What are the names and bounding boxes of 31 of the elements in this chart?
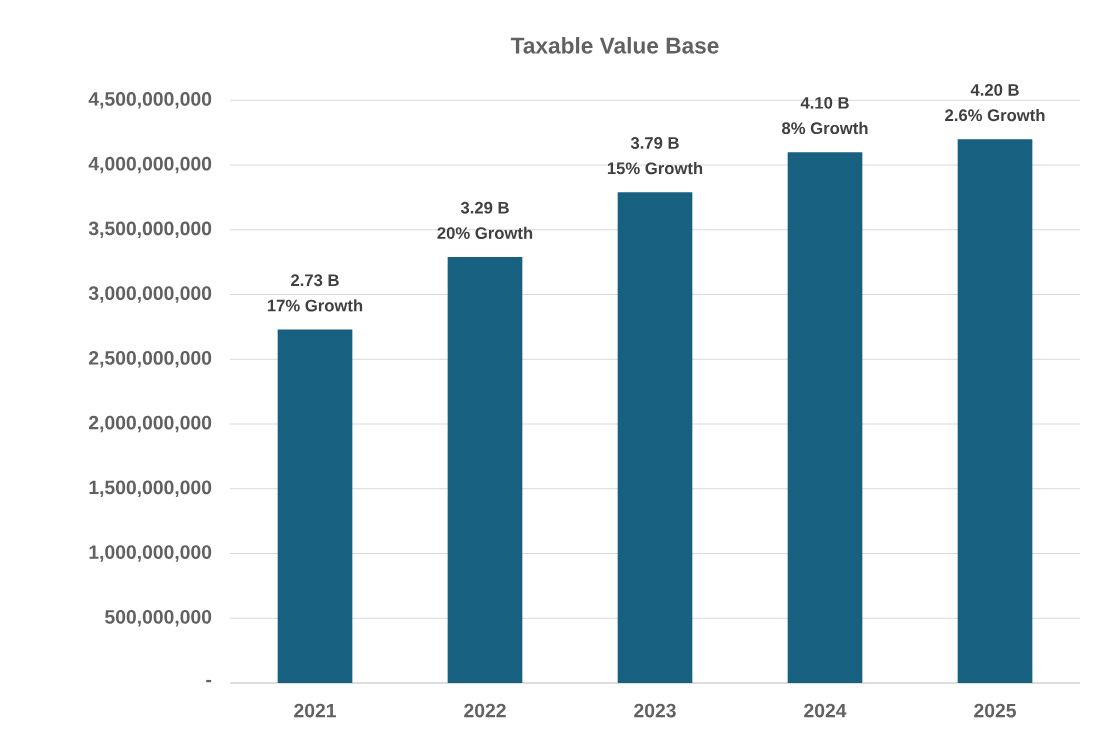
data-label: 4.20 B	[970, 84, 1019, 96]
annotation: 2.6% Growth	[945, 108, 1045, 122]
bar	[957, 139, 1033, 683]
y-tick-label: 4,500,000,000	[88, 92, 212, 109]
bar	[447, 257, 523, 683]
bar	[277, 329, 353, 683]
y-tick-label: 1,500,000,000	[89, 480, 212, 498]
data-label: 2.73 B	[291, 274, 339, 287]
y-tick-label: 2,000,000,000	[88, 415, 212, 433]
bar	[617, 192, 693, 683]
y-tick-label: 3,000,000,000	[88, 286, 212, 303]
y-tick-label: 3,500,000,000	[88, 221, 212, 239]
chart-title: Taxable Value Base	[510, 37, 719, 54]
x-tick-label: 2021	[294, 703, 336, 718]
y-tick-label: 1,000,000,000	[89, 545, 212, 562]
x-tick-label: 2025	[974, 703, 1016, 718]
x-tick-label: 2023	[634, 703, 676, 718]
annotation: 8% Growth	[782, 121, 868, 135]
annotation: 17% Growth	[267, 299, 363, 312]
x-tick-label: 2022	[464, 703, 506, 718]
x-tick-label: 2024	[804, 703, 847, 718]
y-tick-label: 2,500,000,000	[88, 351, 212, 368]
y-tick-label: -	[206, 679, 212, 683]
annotation: 15% Growth	[607, 161, 703, 175]
y-tick-label: 500,000,000	[105, 610, 212, 627]
data-label: 3.79 B	[630, 137, 679, 149]
annotation: 20% Growth	[437, 226, 533, 239]
data-label: 4.10 B	[800, 96, 849, 109]
data-label: 3.29 B	[460, 201, 509, 214]
bar	[787, 152, 863, 683]
y-tick-label: 4,000,000,000	[88, 156, 212, 174]
